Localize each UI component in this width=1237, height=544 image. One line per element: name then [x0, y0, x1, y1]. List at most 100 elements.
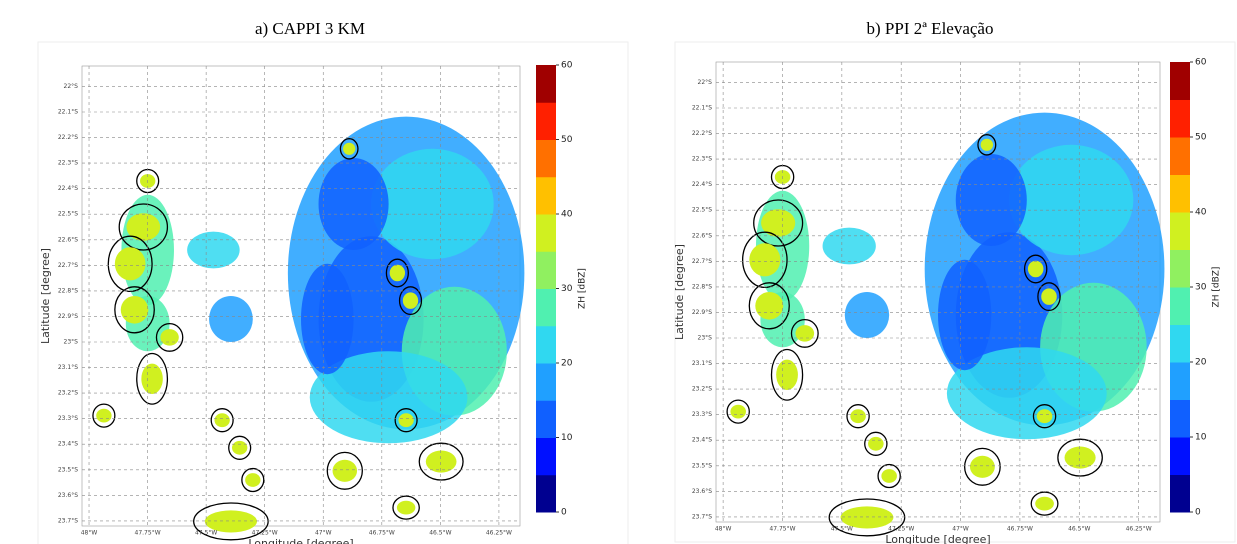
panel: b) PPI 2ª Elevação 48°W 47.75°W 47.5°W 47.25… — [673, 19, 1236, 544]
y-tick-label: 22°S — [64, 83, 79, 90]
y-tick-label: 22.1°S — [58, 109, 78, 116]
colorbar-band — [1170, 137, 1190, 175]
storm-cell — [118, 203, 169, 251]
x-tick-label: 46.5°W — [429, 530, 451, 537]
radar-echo — [318, 158, 389, 250]
y-tick-label: 22.4°S — [58, 185, 78, 192]
y-axis-label: Latitude [degree] — [673, 244, 686, 340]
echo-core — [730, 404, 746, 419]
storm-cell — [846, 404, 870, 429]
y-tick-label: 22.5°S — [58, 211, 78, 218]
storm-cell — [241, 467, 265, 493]
echo-core — [160, 329, 179, 346]
storm-cell — [770, 348, 804, 401]
radar-echo — [371, 148, 494, 260]
storm-cell — [1057, 438, 1103, 477]
panel: a) CAPPI 3 KM 48°W 47.75°W 47.5°W 47.25°W 47°… — [37, 19, 629, 544]
storm-cell — [748, 282, 790, 330]
y-tick-label: 22.5°S — [692, 207, 712, 214]
storm-cell — [210, 408, 234, 433]
storm-cell — [114, 286, 155, 334]
y-tick-label: 23.7°S — [58, 517, 78, 524]
colorbar-tick-label: 10 — [561, 433, 573, 443]
y-tick-label: 23.5°S — [692, 462, 712, 469]
colorbar-band — [536, 176, 556, 215]
colorbar-band — [536, 474, 556, 513]
colorbar-band — [1170, 399, 1190, 438]
storm-cell — [398, 286, 423, 316]
echo-core — [980, 138, 994, 151]
colorbar-tick-label: 20 — [1195, 358, 1207, 368]
colorbar-band — [536, 437, 556, 476]
colorbar-band — [1170, 287, 1190, 325]
echo-core — [389, 264, 406, 282]
echo-core — [396, 500, 416, 515]
echo-core — [120, 296, 149, 324]
colorbar-band — [536, 251, 556, 289]
y-tick-label: 23.1°S — [692, 360, 712, 367]
radar-echo — [955, 154, 1027, 246]
colorbar-tick-label: 50 — [1195, 133, 1207, 143]
y-tick-label: 23.5°S — [58, 466, 78, 473]
echo-core — [749, 243, 781, 277]
echo-core — [1036, 409, 1053, 424]
storm-cell — [1032, 404, 1057, 429]
y-tick-label: 22.2°S — [692, 130, 712, 137]
y-tick-label: 22.9°S — [58, 313, 78, 320]
colorbar-tick-label: 60 — [1195, 58, 1207, 68]
y-tick-label: 23.6°S — [58, 492, 78, 499]
x-tick-label: 48°W — [715, 526, 732, 533]
x-tick-label: 47.25°W — [888, 526, 914, 533]
y-tick-label: 22°S — [698, 79, 713, 86]
colorbar-band — [1170, 362, 1190, 400]
echo-core — [96, 408, 112, 423]
echo-core — [402, 292, 419, 309]
y-tick-label: 22.7°S — [58, 262, 78, 269]
echo-core — [398, 413, 414, 428]
colorbar-band — [1170, 249, 1190, 288]
colorbar-tick-label: 0 — [1195, 508, 1201, 518]
storm-cell — [136, 352, 169, 405]
panel-frame — [37, 41, 629, 544]
echo-core — [881, 469, 897, 483]
x-tick-label: 47.5°W — [831, 526, 853, 533]
y-tick-label: 23°S — [64, 339, 79, 346]
y-tick-label: 22.9°S — [692, 309, 712, 316]
y-tick-label: 22.4°S — [692, 181, 712, 188]
x-tick-label: 47.75°W — [769, 526, 795, 533]
storm-cell — [963, 447, 1001, 486]
colorbar-band — [536, 400, 556, 438]
x-tick-label: 47°W — [315, 530, 332, 537]
echo-core — [232, 440, 248, 455]
echo-core — [1064, 446, 1096, 469]
colorbar-band — [536, 102, 556, 140]
x-tick-label: 46.25°W — [1126, 526, 1152, 533]
echo-core — [868, 436, 884, 451]
y-tick-label: 23.2°S — [692, 386, 712, 393]
panel-frame — [674, 41, 1236, 543]
colorbar-band — [1170, 174, 1190, 213]
x-tick-label: 47°W — [952, 526, 969, 533]
storm-cell — [92, 403, 116, 428]
colorbar-band — [1170, 62, 1190, 100]
x-axis-label: Longitude [degree] — [248, 537, 353, 544]
y-tick-label: 22.6°S — [58, 236, 78, 243]
colorbar-tick-label: 60 — [561, 61, 573, 71]
colorbar-band — [536, 139, 556, 178]
colorbar-tick-label: 40 — [1195, 208, 1207, 218]
colorbar-tick-label: 30 — [1195, 283, 1207, 293]
radar-echo — [938, 259, 992, 371]
storm-cell — [339, 138, 359, 160]
storm-cell — [107, 235, 153, 293]
storm-cell — [385, 258, 409, 288]
echo-core — [840, 506, 894, 529]
y-tick-label: 22.8°S — [58, 287, 78, 294]
y-tick-label: 23.2°S — [58, 390, 78, 397]
y-tick-label: 22.3°S — [692, 156, 712, 163]
x-tick-label: 47.5°W — [195, 530, 217, 537]
echo-core — [795, 325, 815, 342]
y-tick-label: 23.7°S — [692, 513, 712, 520]
y-tick-label: 22.8°S — [692, 283, 712, 290]
storm-cell — [828, 498, 906, 537]
storm-cell — [753, 199, 804, 247]
